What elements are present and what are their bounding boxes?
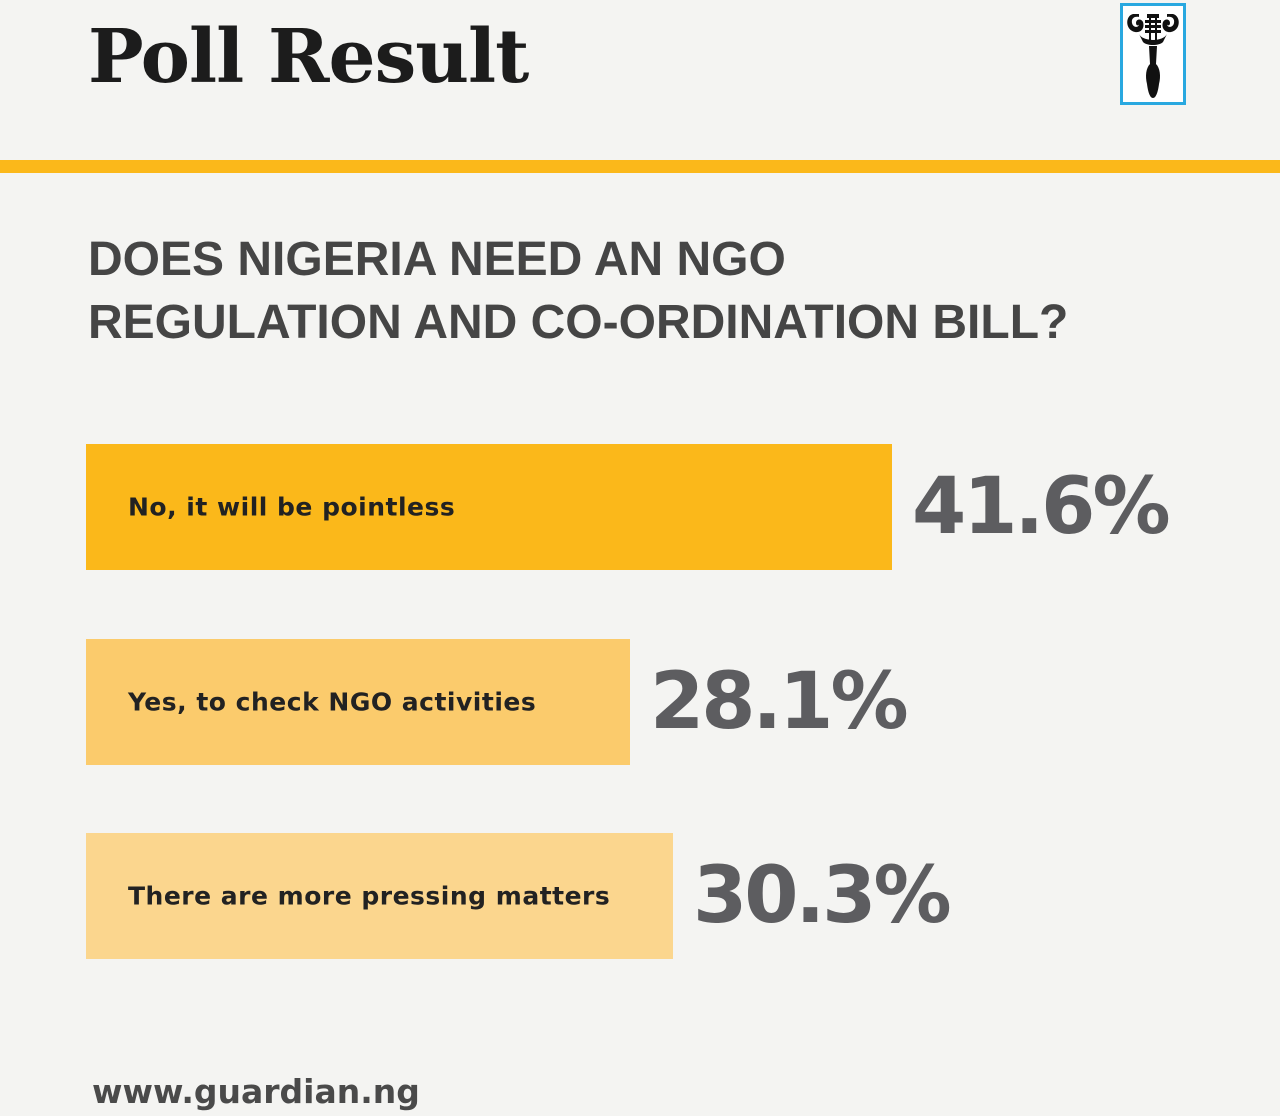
bar-option-3: There are more pressing matters <box>86 833 673 959</box>
bar-option-2-percent: 28.1% <box>650 657 909 747</box>
bar-option-2-label: Yes, to check NGO activities <box>128 687 537 717</box>
footer-url: www.guardian.ng <box>92 1072 420 1111</box>
bar-option-1: No, it will be pointless <box>86 444 892 570</box>
bar-option-1-label: No, it will be pointless <box>128 492 456 522</box>
poll-question-line-1: DOES NIGERIA NEED AN NGO <box>88 233 786 286</box>
guardian-logo-icon <box>1120 3 1186 105</box>
poll-question: DOES NIGERIA NEED AN NGO REGULATION AND … <box>88 228 1228 354</box>
accent-divider <box>0 160 1280 173</box>
bar-option-3-label: There are more pressing matters <box>128 881 611 911</box>
bar-option-3-percent: 30.3% <box>693 851 952 941</box>
poll-question-line-2: REGULATION AND CO-ORDINATION BILL? <box>88 296 1069 349</box>
page-title: Poll Result <box>88 14 529 100</box>
bar-option-2: Yes, to check NGO activities <box>86 639 630 765</box>
bar-option-1-percent: 41.6% <box>912 462 1171 552</box>
